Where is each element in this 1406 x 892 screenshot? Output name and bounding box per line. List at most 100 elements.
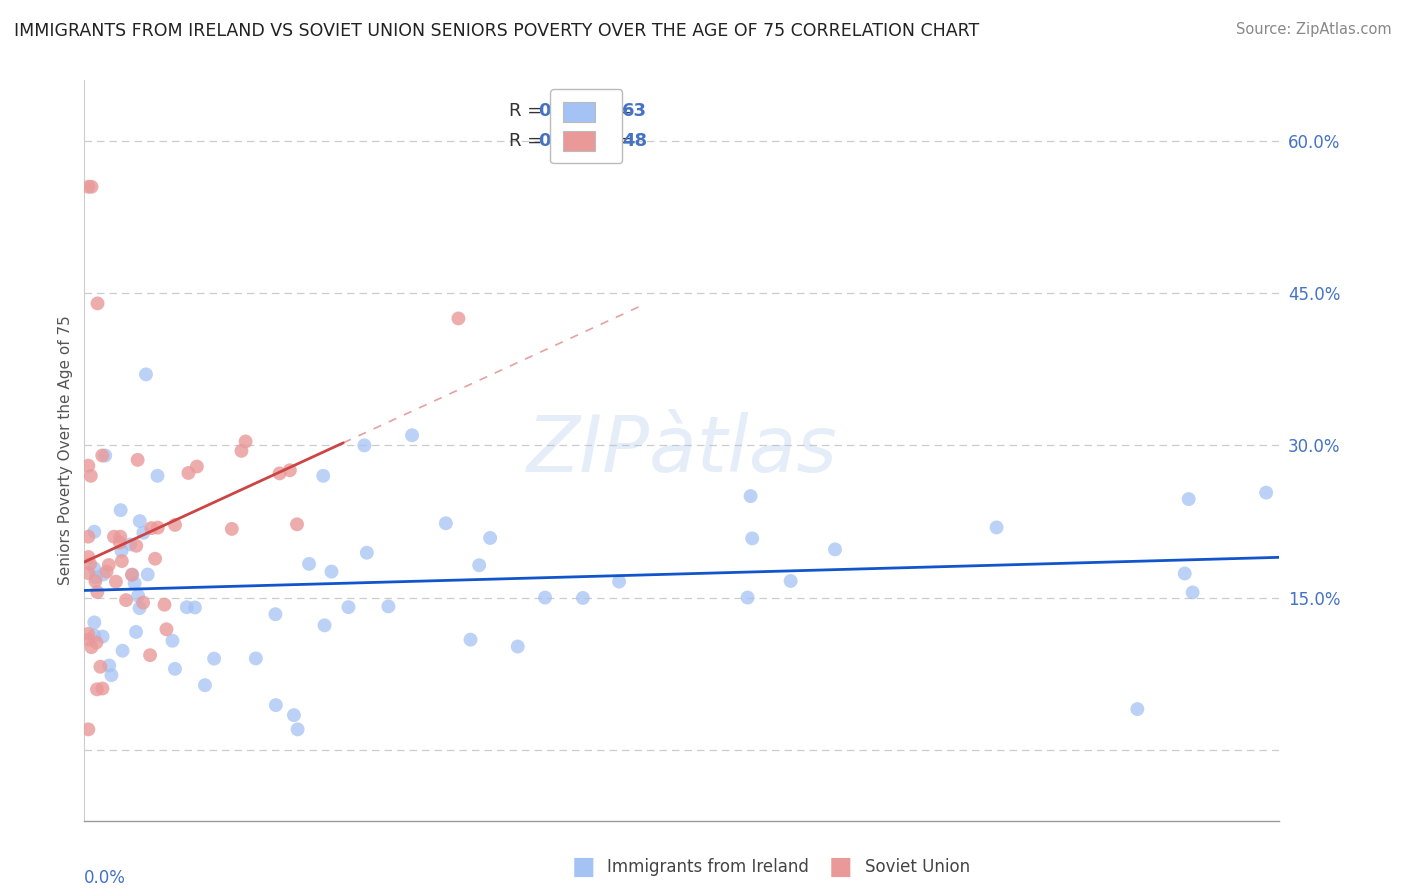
Point — [124, 576, 146, 591]
Point — [1181, 585, 1204, 599]
Point — [146, 520, 169, 534]
Point — [607, 574, 630, 589]
Point — [93, 567, 115, 582]
Point — [824, 542, 846, 557]
Point — [1126, 702, 1149, 716]
Point — [83, 524, 105, 539]
Point — [235, 434, 257, 449]
Point — [108, 535, 131, 549]
Point — [139, 648, 162, 662]
Point — [132, 525, 155, 540]
Point — [91, 630, 114, 644]
Point — [91, 449, 114, 463]
Point — [86, 296, 108, 310]
Text: R =: R = — [509, 103, 547, 120]
Point — [245, 651, 267, 665]
Point — [741, 532, 763, 546]
Point — [285, 517, 308, 532]
Point — [1256, 485, 1278, 500]
Point — [77, 458, 100, 473]
Point — [534, 591, 557, 605]
Point — [740, 489, 762, 503]
Point — [98, 658, 121, 673]
Point — [96, 565, 118, 579]
Point — [84, 574, 107, 588]
Point — [110, 544, 132, 558]
Point — [506, 640, 529, 654]
Point — [104, 574, 127, 589]
Point — [80, 640, 103, 655]
Point — [111, 644, 134, 658]
Point — [77, 723, 100, 737]
Point — [146, 468, 169, 483]
Point — [94, 449, 117, 463]
Point — [132, 596, 155, 610]
Point — [337, 600, 360, 615]
Point — [141, 521, 163, 535]
Text: N =: N = — [586, 132, 638, 150]
Point — [111, 554, 134, 568]
Point — [84, 570, 107, 584]
Point — [779, 574, 801, 588]
Text: 0.075: 0.075 — [538, 103, 595, 120]
Point — [125, 624, 148, 639]
Text: Immigrants from Ireland: Immigrants from Ireland — [607, 858, 810, 876]
Point — [184, 600, 207, 615]
Point — [321, 565, 343, 579]
Point — [163, 662, 186, 676]
Point — [100, 668, 122, 682]
Point — [103, 530, 125, 544]
Point — [264, 698, 287, 713]
Point — [231, 443, 253, 458]
Point — [194, 678, 217, 692]
Point — [283, 708, 305, 723]
Text: 63: 63 — [623, 103, 647, 120]
Point — [312, 468, 335, 483]
Point — [80, 179, 103, 194]
Point — [77, 627, 100, 641]
Text: 0.531: 0.531 — [538, 132, 595, 150]
Point — [165, 517, 187, 532]
Text: 0.0%: 0.0% — [84, 869, 127, 887]
Point — [447, 311, 470, 326]
Point — [127, 589, 149, 603]
Point — [136, 567, 159, 582]
Point — [264, 607, 287, 622]
Point — [77, 632, 100, 647]
Point — [314, 618, 336, 632]
Point — [353, 438, 375, 452]
Point — [77, 566, 100, 581]
Point — [121, 567, 143, 582]
Point — [1174, 566, 1197, 581]
Point — [177, 466, 200, 480]
Point — [128, 601, 150, 615]
Point — [269, 467, 291, 481]
Point — [377, 599, 399, 614]
Point — [572, 591, 595, 605]
Point — [221, 522, 243, 536]
Point — [186, 459, 208, 474]
Point — [83, 615, 105, 630]
Text: 48: 48 — [623, 132, 647, 150]
Text: ZIPàtlas: ZIPàtlas — [526, 412, 838, 489]
Text: Source: ZipAtlas.com: Source: ZipAtlas.com — [1236, 22, 1392, 37]
Point — [121, 567, 143, 582]
Point — [83, 561, 105, 575]
Point — [86, 635, 108, 649]
Text: Soviet Union: Soviet Union — [865, 858, 970, 876]
Point — [89, 659, 111, 673]
Point — [86, 585, 108, 599]
Text: IMMIGRANTS FROM IRELAND VS SOVIET UNION SENIORS POVERTY OVER THE AGE OF 75 CORRE: IMMIGRANTS FROM IRELAND VS SOVIET UNION … — [14, 22, 980, 40]
Point — [97, 558, 120, 572]
Point — [110, 530, 132, 544]
Point — [110, 503, 132, 517]
Point — [91, 681, 114, 696]
Point — [135, 368, 157, 382]
Point — [83, 628, 105, 642]
Point — [127, 453, 149, 467]
Point — [986, 520, 1008, 534]
Point — [125, 539, 148, 553]
Point — [460, 632, 482, 647]
Point — [278, 463, 301, 477]
Legend: , : , — [550, 89, 623, 163]
